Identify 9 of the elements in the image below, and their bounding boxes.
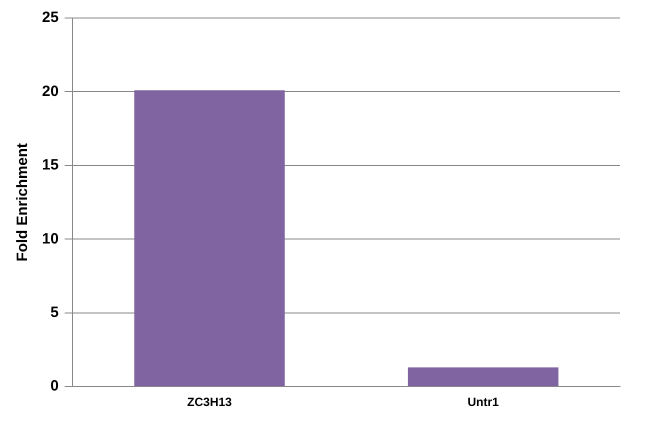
x-tick-label: ZC3H13 bbox=[187, 395, 232, 410]
x-tick-label: Untr1 bbox=[468, 395, 500, 410]
y-tick-label: 10 bbox=[42, 230, 59, 248]
y-tick-label: 5 bbox=[50, 304, 59, 322]
y-axis-title: Fold Enrichment bbox=[14, 143, 32, 262]
y-tick-label: 15 bbox=[42, 156, 59, 174]
y-tick-label: 25 bbox=[42, 9, 59, 26]
y-tick-label: 20 bbox=[42, 82, 59, 100]
y-tick-label: 0 bbox=[50, 378, 59, 395]
